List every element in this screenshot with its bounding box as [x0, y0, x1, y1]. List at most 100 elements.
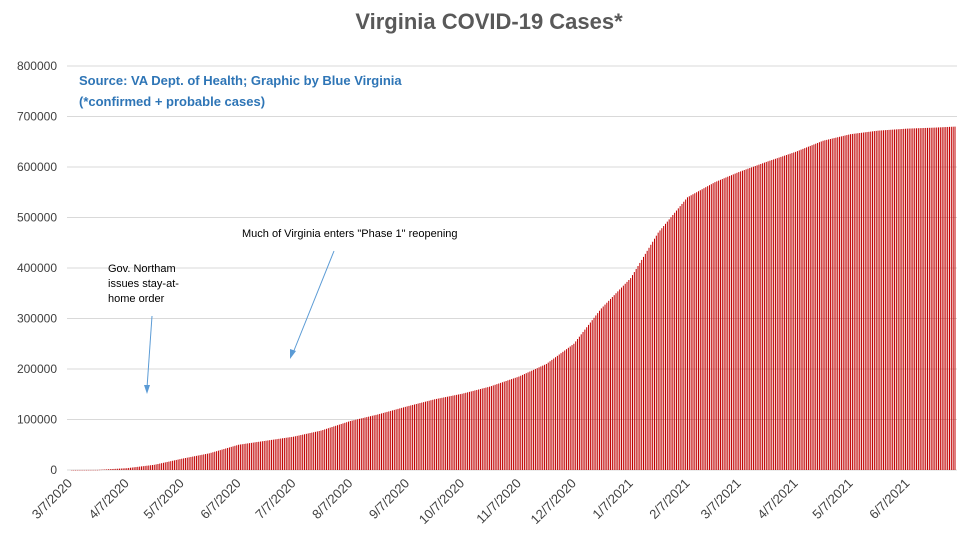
bar [461, 393, 463, 470]
bar [142, 466, 144, 470]
bar [939, 127, 941, 471]
bar [459, 394, 461, 470]
bar [879, 130, 881, 471]
bar [703, 188, 705, 470]
bar [754, 165, 756, 471]
bar [206, 453, 208, 470]
bar [919, 128, 921, 470]
bar [267, 440, 269, 470]
y-tick-label: 500000 [17, 211, 57, 225]
bar [719, 179, 721, 471]
bar [727, 176, 729, 470]
bar [544, 364, 546, 470]
bar [520, 375, 522, 470]
bar [362, 417, 364, 470]
bar [611, 297, 613, 470]
bar [276, 439, 278, 470]
bar [850, 134, 852, 471]
bar [177, 459, 179, 470]
annotation-stay-at-home-line-3: home order [108, 293, 165, 305]
bar [692, 194, 694, 470]
bar [380, 413, 382, 470]
bar [663, 226, 665, 470]
bar [476, 389, 478, 470]
bar [296, 435, 298, 470]
bar [903, 128, 905, 470]
bar [710, 184, 712, 471]
bar [190, 456, 192, 470]
bar [872, 131, 874, 471]
bar [168, 461, 170, 470]
bar [740, 171, 742, 471]
source-footnote: (*confirmed + probable cases) [79, 94, 265, 109]
bar [260, 441, 262, 470]
bar [192, 456, 194, 470]
bar [153, 464, 155, 470]
y-tick-label: 600000 [17, 160, 57, 174]
annotation-phase-1-arrowhead [290, 349, 296, 359]
bar [705, 187, 707, 470]
bar [767, 161, 769, 470]
bar [846, 135, 848, 470]
bar [540, 366, 542, 470]
bar [454, 395, 456, 470]
bar [283, 438, 285, 470]
bar [368, 416, 370, 470]
bar [912, 128, 914, 470]
bar [785, 155, 787, 470]
bar [545, 363, 547, 470]
bar [346, 422, 348, 470]
bar [668, 219, 670, 470]
bar [708, 185, 710, 470]
bar [313, 432, 315, 470]
bar [419, 403, 421, 470]
bar [140, 466, 142, 470]
bar [333, 426, 335, 470]
bar [423, 402, 425, 470]
bar [610, 298, 612, 470]
bar [179, 459, 181, 470]
bar [430, 400, 432, 470]
bar [622, 285, 624, 470]
bar [432, 399, 434, 470]
bar [807, 146, 809, 470]
bar [298, 435, 300, 470]
bar [278, 438, 280, 470]
bar [250, 442, 252, 470]
bar [203, 454, 205, 470]
bar [408, 405, 410, 470]
bar [386, 411, 388, 470]
bar [769, 160, 771, 470]
bar [252, 442, 254, 470]
bar [730, 175, 732, 470]
bar [908, 128, 910, 470]
bar [412, 404, 414, 470]
bar [223, 449, 225, 470]
bar [344, 422, 346, 470]
bar [793, 152, 795, 470]
annotation-stay-at-home-line-2: issues stay-at- [108, 278, 179, 290]
bar [664, 223, 667, 470]
bar [533, 369, 535, 470]
bar [765, 161, 767, 470]
bar [391, 410, 393, 470]
bar [584, 329, 586, 470]
bar [457, 394, 459, 470]
bar [505, 380, 507, 470]
bar [366, 417, 368, 470]
bar [784, 155, 786, 470]
bar [776, 158, 778, 470]
bar [230, 446, 232, 470]
bar [732, 174, 734, 470]
bar [818, 142, 820, 471]
bar [304, 434, 306, 470]
bar [483, 388, 485, 470]
bar [666, 221, 668, 470]
bar [542, 365, 544, 470]
bar [139, 466, 141, 470]
bar [941, 127, 943, 470]
bar [549, 361, 551, 470]
bar [652, 241, 654, 470]
bar [415, 404, 417, 470]
bar [293, 436, 295, 470]
